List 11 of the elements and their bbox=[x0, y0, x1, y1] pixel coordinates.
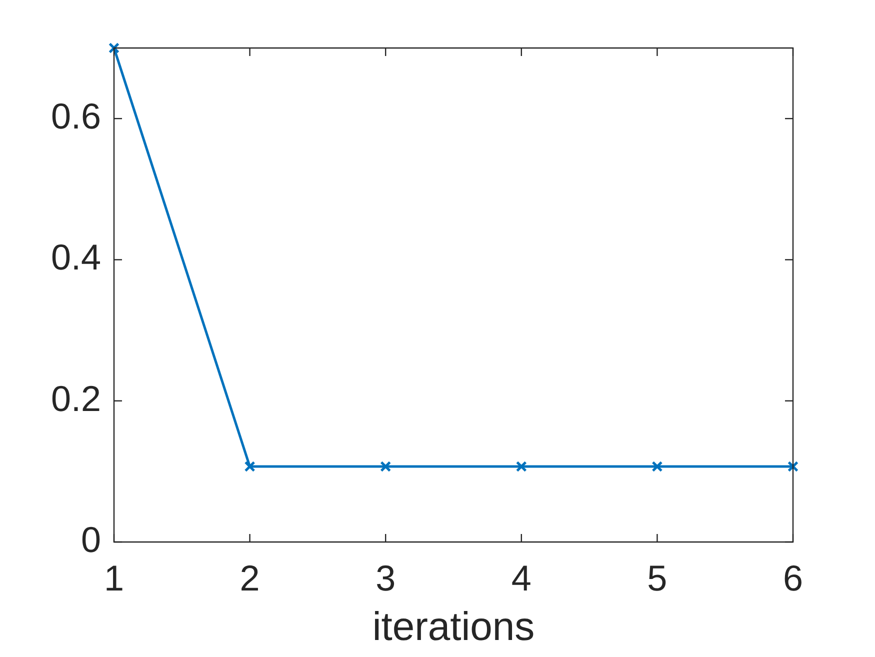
x-tick-label: 3 bbox=[376, 558, 396, 599]
y-tick-label: 0.4 bbox=[50, 236, 101, 278]
x-tick-label: 2 bbox=[240, 558, 260, 599]
x-axis-title: iterations bbox=[372, 605, 535, 650]
x-tick-label: 4 bbox=[511, 558, 532, 599]
x-tick-label: 1 bbox=[104, 558, 124, 599]
x-tick-label: 5 bbox=[647, 558, 668, 599]
x-tick-label: 6 bbox=[782, 558, 804, 599]
y-tick-label: 0.6 bbox=[50, 95, 101, 136]
y-tick-label: 0.2 bbox=[50, 378, 101, 419]
y-tick-label: 0 bbox=[80, 518, 101, 560]
